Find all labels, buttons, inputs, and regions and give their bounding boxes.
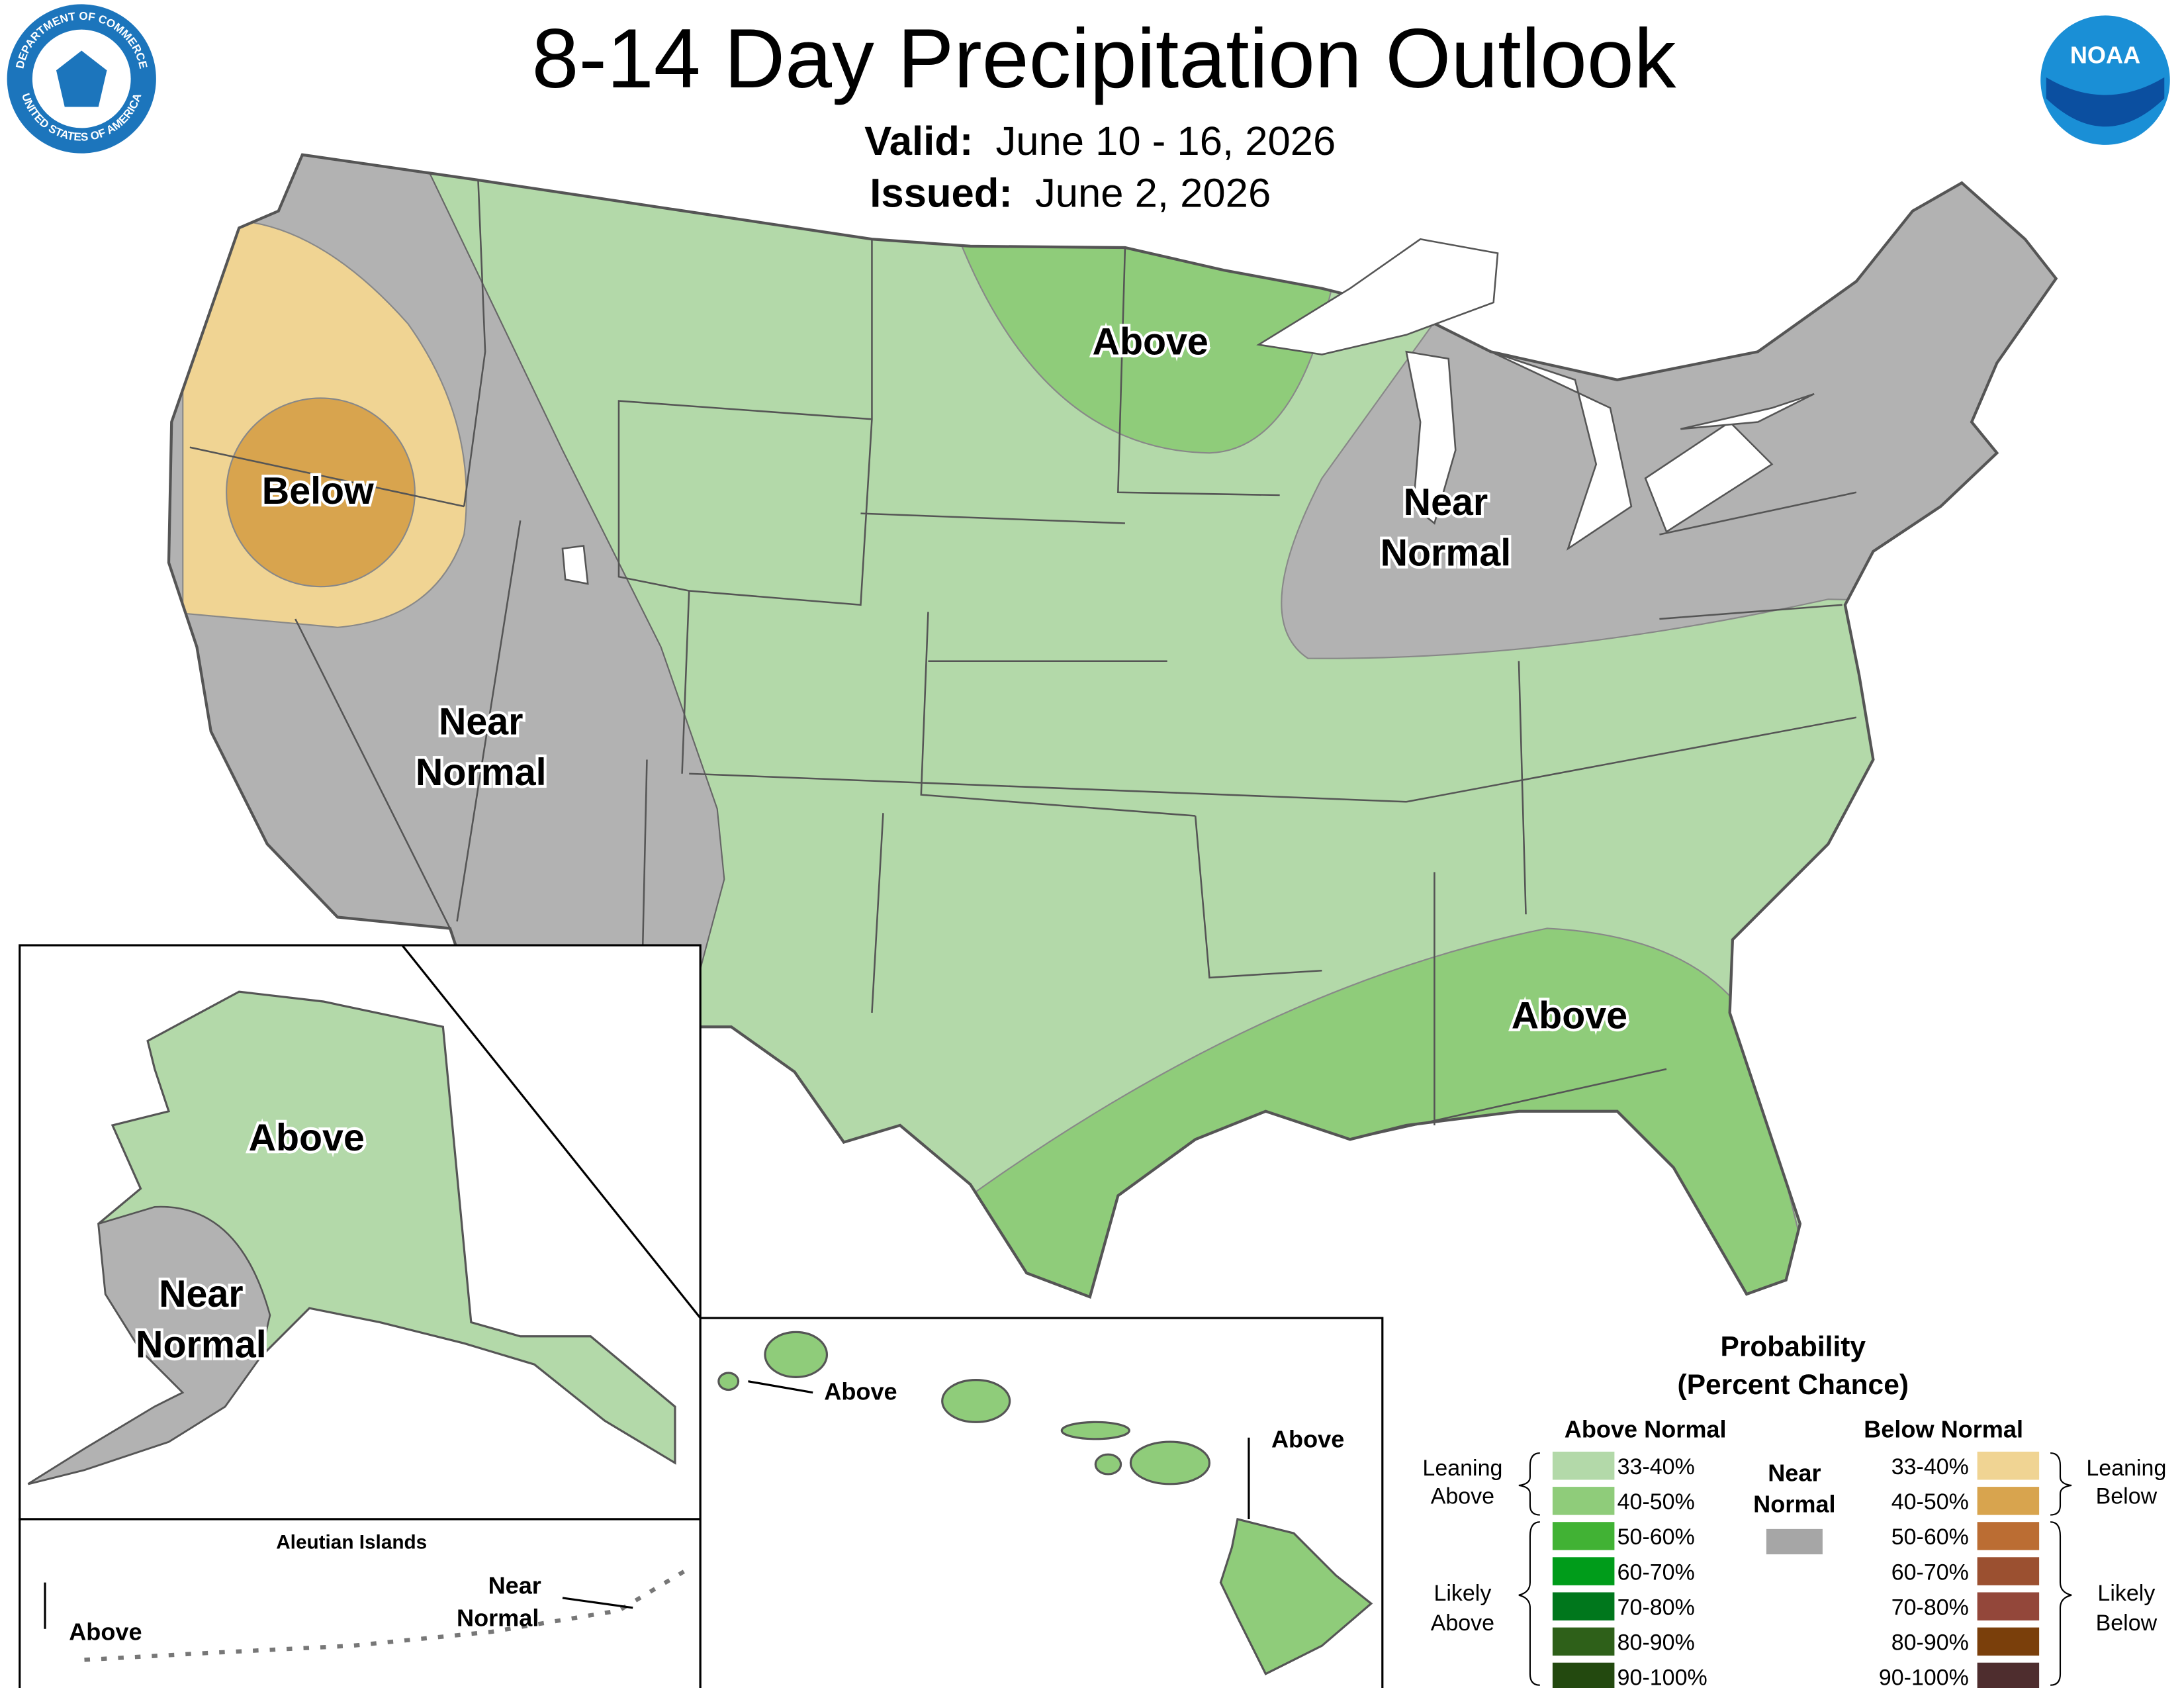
- region-label: Above: [1271, 1426, 1344, 1453]
- legend-swatch: [1977, 1662, 2040, 1688]
- region-label: Above: [249, 1117, 365, 1159]
- legend-swatch: [1977, 1592, 2040, 1620]
- legend-range: 33-40%: [1891, 1454, 1969, 1479]
- legend-group: Above: [1431, 1484, 1494, 1509]
- title: 8-14 Day Precipitation Outlook: [532, 12, 1676, 106]
- legend-range: 70-80%: [1891, 1595, 1969, 1620]
- noaa-text: NOAA: [2070, 42, 2140, 69]
- alaska-inset: Above Near Normal: [19, 944, 702, 1521]
- region-label: Near: [439, 700, 523, 743]
- legend-title: (Percent Chance): [1678, 1370, 1909, 1401]
- legend-header: Above Normal: [1565, 1416, 1727, 1443]
- region-label: Normal: [1381, 532, 1512, 574]
- region-label: Above: [1093, 321, 1208, 363]
- legend-group: Likely: [2097, 1581, 2155, 1606]
- legend-range: 90-100%: [1617, 1665, 1707, 1688]
- legend-swatch: [1977, 1627, 2040, 1656]
- region-label: Near: [1404, 481, 1488, 524]
- legend-group: Above: [1431, 1611, 1494, 1636]
- legend: Probability (Percent Chance) Above Norma…: [1422, 1331, 2166, 1688]
- inset-title: Aleutian Islands: [276, 1532, 427, 1554]
- legend-range: 50-60%: [1891, 1524, 1969, 1550]
- legend-near-normal: Normal: [1753, 1490, 1835, 1517]
- legend-group: Leaning: [2086, 1456, 2166, 1481]
- hawaii-inset: Above Above: [699, 1317, 1384, 1688]
- legend-range: 90-100%: [1879, 1665, 1969, 1688]
- legend-swatch: [1552, 1522, 1615, 1550]
- legend-group: Below: [2096, 1484, 2158, 1509]
- legend-swatch: [1552, 1487, 1615, 1515]
- issued-label: Issued:: [870, 170, 1013, 216]
- issued-date: June 2, 2026: [1035, 170, 1271, 216]
- legend-header: Below Normal: [1864, 1416, 2023, 1443]
- legend-group: Below: [2096, 1611, 2158, 1636]
- legend-range: 80-90%: [1617, 1630, 1695, 1656]
- region-label: Normal: [457, 1604, 539, 1631]
- aleutian-inset: Aleutian Islands Above Near Normal: [19, 1518, 702, 1688]
- legend-title: Probability: [1720, 1331, 1866, 1362]
- legend-swatch: [1977, 1451, 2040, 1480]
- legend-range: 60-70%: [1617, 1560, 1695, 1585]
- valid-label: Valid:: [864, 118, 973, 164]
- legend-swatch: [1552, 1557, 1615, 1585]
- region-label: Above: [69, 1618, 142, 1646]
- region-label: Above: [824, 1378, 897, 1405]
- legend-swatch: [1552, 1592, 1615, 1620]
- legend-group: Leaning: [1422, 1456, 1502, 1481]
- legend-swatch: [1552, 1662, 1615, 1688]
- region-label: Normal: [136, 1324, 267, 1366]
- legend-range: 50-60%: [1617, 1524, 1695, 1550]
- region-label: Normal: [416, 751, 547, 794]
- region-label: Near: [159, 1273, 244, 1315]
- legend-range: 70-80%: [1617, 1595, 1695, 1620]
- legend-range: 33-40%: [1617, 1454, 1695, 1479]
- legend-near-normal: Near: [1768, 1460, 1821, 1487]
- legend-swatch: [1552, 1451, 1615, 1480]
- legend-swatch: [1552, 1627, 1615, 1656]
- legend-group: Likely: [1433, 1581, 1491, 1606]
- legend-range: 80-90%: [1891, 1630, 1969, 1656]
- region-label: Above: [1512, 994, 1627, 1037]
- legend-swatch: [1766, 1528, 1823, 1555]
- region-label: Near: [488, 1572, 541, 1599]
- valid-dates: June 10 - 16, 2026: [995, 118, 1336, 164]
- commerce-seal: DEPARTMENT OF COMMERCE UNITED STATES OF …: [7, 4, 156, 154]
- legend-range: 60-70%: [1891, 1560, 1969, 1585]
- noaa-logo: NOAA: [2040, 15, 2170, 145]
- legend-swatch: [1977, 1522, 2040, 1550]
- region-label: Below: [262, 470, 374, 512]
- legend-swatch: [1977, 1487, 2040, 1515]
- legend-range: 40-50%: [1891, 1489, 1969, 1515]
- legend-swatch: [1977, 1557, 2040, 1585]
- legend-range: 40-50%: [1617, 1489, 1695, 1515]
